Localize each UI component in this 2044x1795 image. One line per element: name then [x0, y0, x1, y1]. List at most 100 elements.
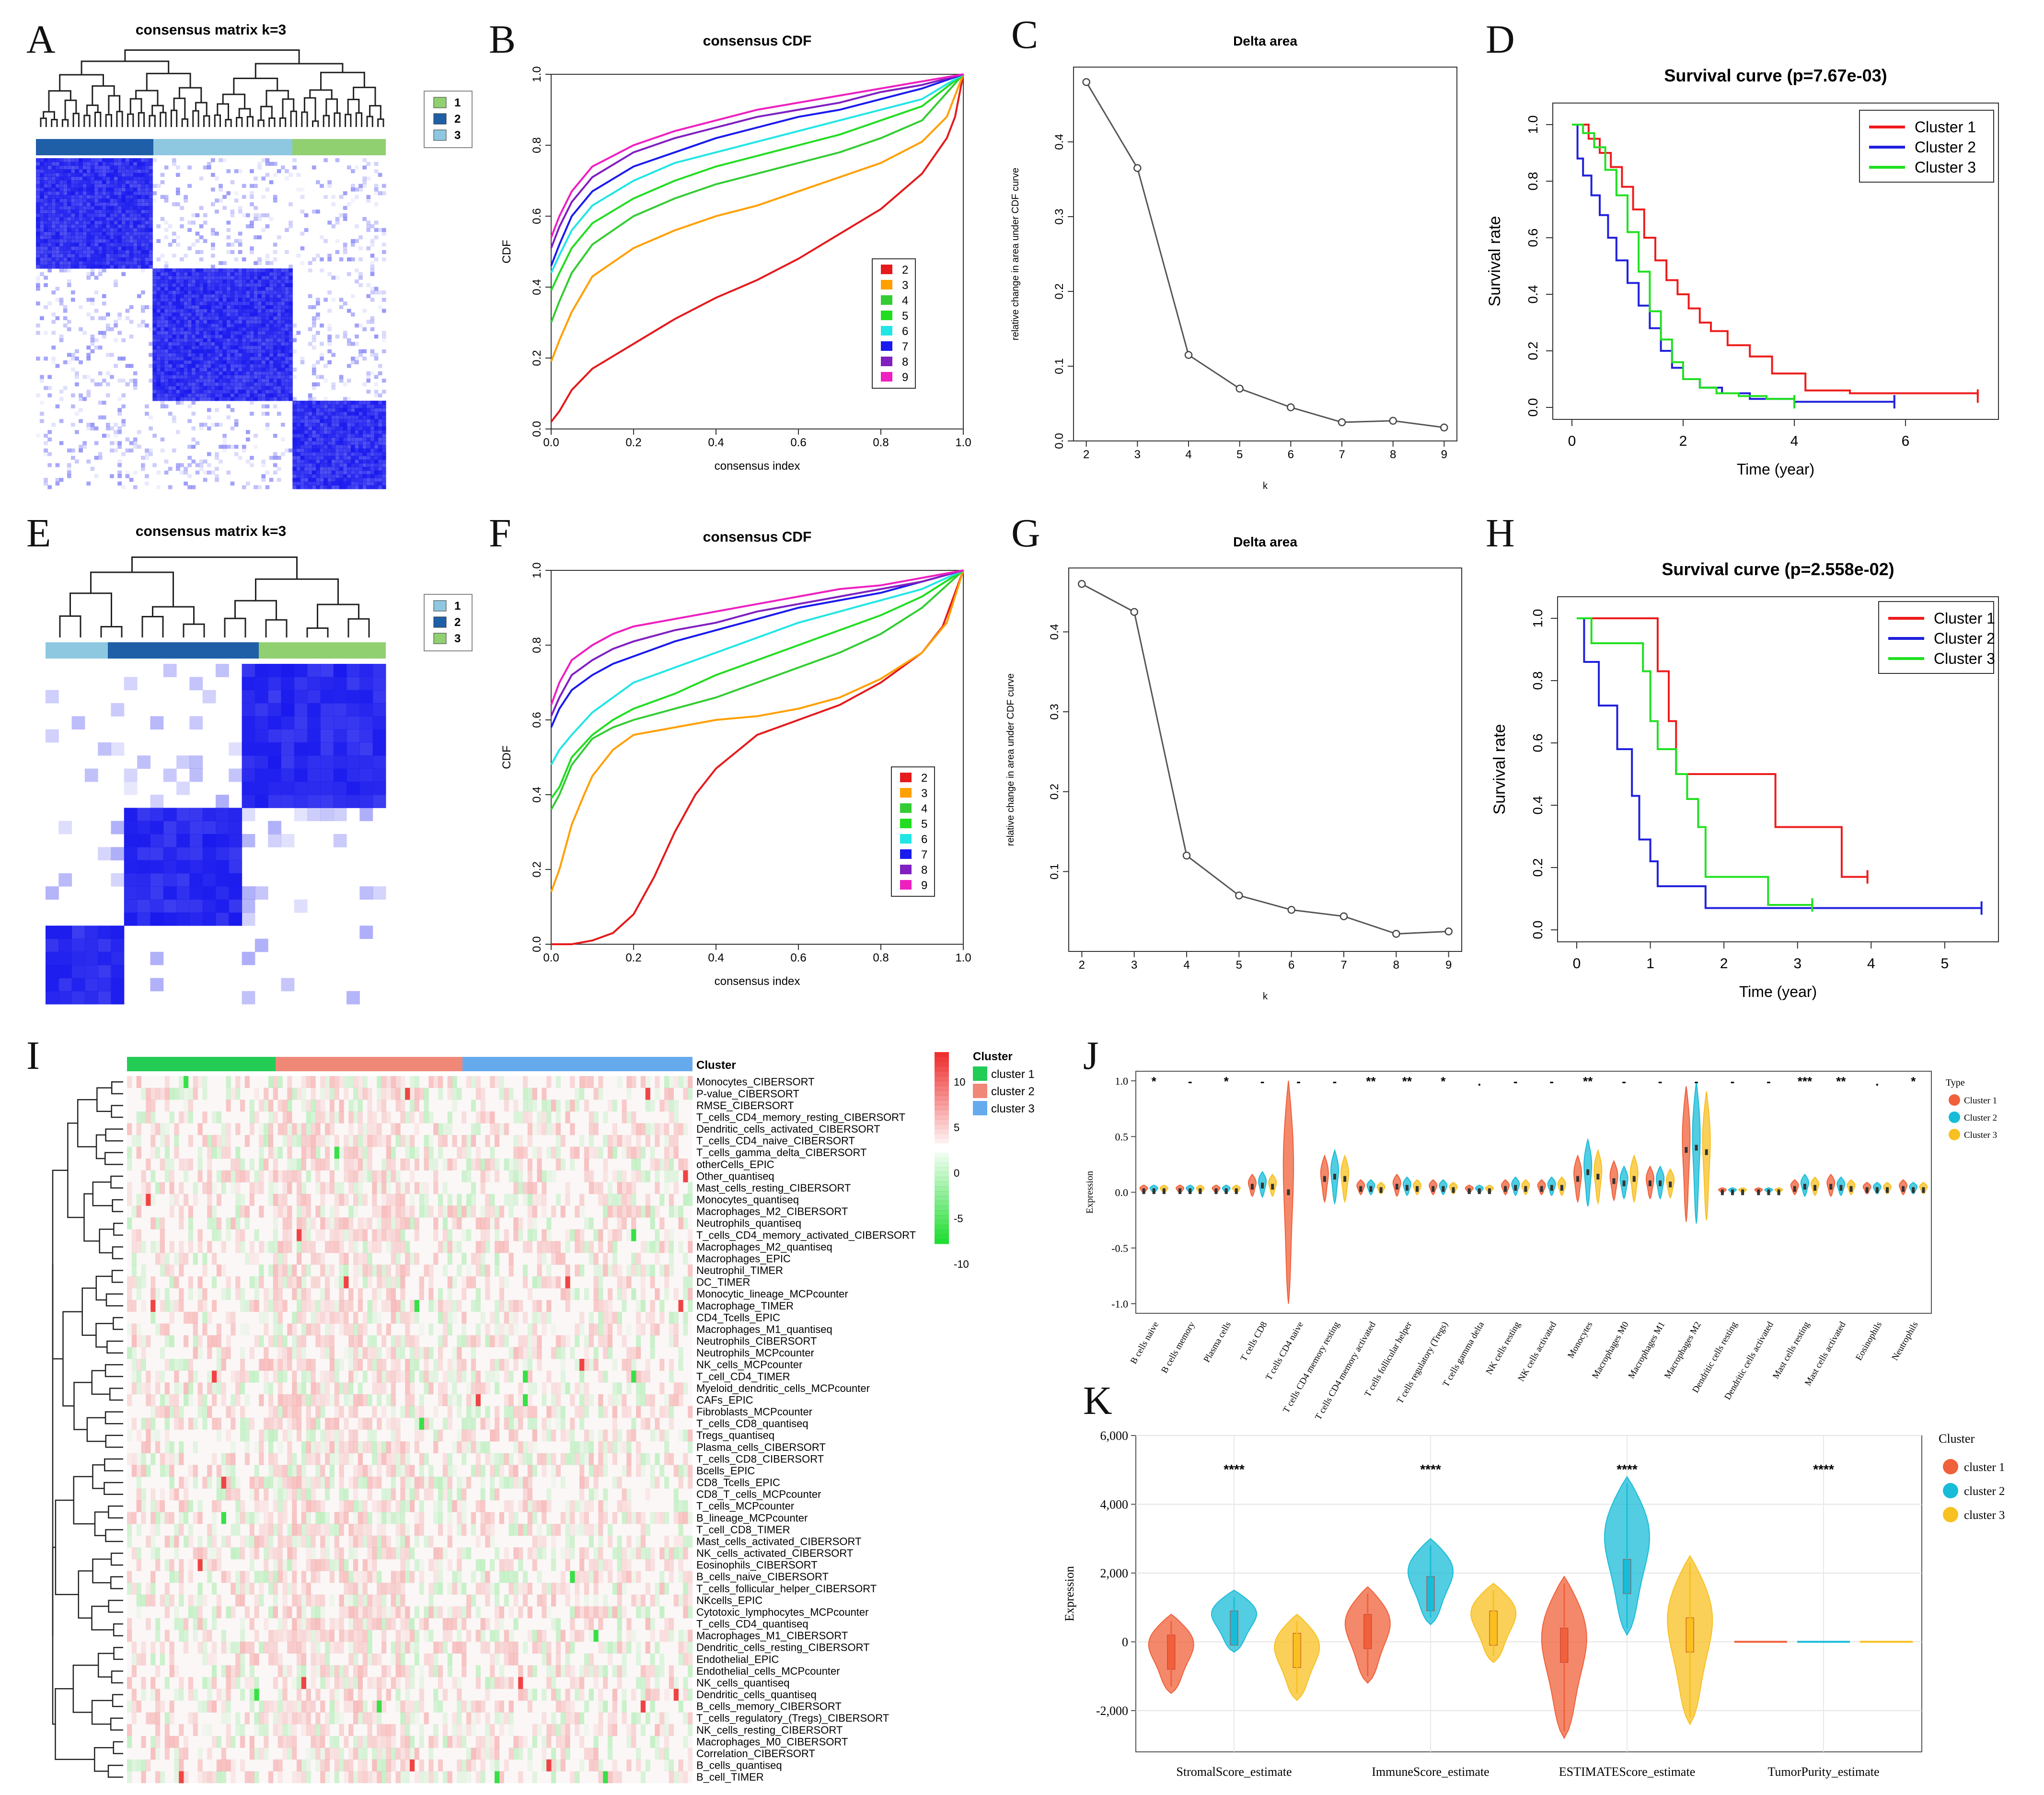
- heatmap-cell: [277, 1170, 283, 1182]
- matrix-cell: [51, 261, 56, 265]
- matrix-cell: [125, 209, 130, 214]
- matrix-cell: [90, 250, 95, 254]
- heatmap-cell: [386, 1135, 391, 1147]
- matrix-cell: [320, 742, 334, 756]
- matrix-cell: [366, 412, 371, 416]
- matrix-cell: [374, 184, 379, 188]
- matrix-cell: [370, 320, 375, 324]
- matrix-cell: [312, 408, 316, 412]
- matrix-cell: [374, 375, 379, 379]
- matrix-cell: [370, 349, 375, 353]
- heatmap-cell: [579, 1088, 585, 1100]
- matrix-cell: [51, 250, 56, 254]
- matrix-cell: [114, 257, 118, 262]
- heatmap-cell: [664, 1170, 670, 1182]
- matrix-cell: [366, 415, 371, 419]
- heatmap-cell: [329, 1123, 335, 1135]
- matrix-cell: [117, 246, 122, 251]
- y-tick-label: 0.8: [531, 637, 543, 653]
- heatmap-cell: [268, 1111, 274, 1123]
- dendrogram-branch: [129, 98, 142, 115]
- matrix-cell: [102, 261, 106, 265]
- matrix-cell: [331, 386, 336, 390]
- heatmap-cell: [626, 1076, 632, 1088]
- matrix-cell: [226, 279, 231, 284]
- heatmap-cell: [485, 1170, 490, 1182]
- matrix-cell: [281, 283, 285, 287]
- matrix-cell: [304, 463, 309, 467]
- matrix-cell: [129, 250, 134, 254]
- matrix-cell: [351, 448, 355, 452]
- heatmap-cell: [174, 1088, 179, 1100]
- matrix-cell: [215, 298, 219, 302]
- matrix-cell: [129, 254, 134, 258]
- heatmap-cell: [226, 1170, 231, 1182]
- matrix-cell: [246, 287, 250, 291]
- matrix-cell: [285, 338, 289, 342]
- matrix-cell: [246, 301, 250, 306]
- matrix-cell: [207, 165, 211, 170]
- heatmap-cell: [391, 1123, 396, 1135]
- heatmap-cell: [377, 1100, 382, 1112]
- matrix-cell: [346, 677, 360, 691]
- matrix-cell: [351, 478, 355, 482]
- matrix-cell: [106, 202, 110, 207]
- matrix-cell: [71, 978, 85, 992]
- matrix-cell: [180, 375, 184, 379]
- matrix-cell: [242, 677, 255, 691]
- matrix-cell: [234, 386, 239, 390]
- matrix-cell: [268, 690, 281, 704]
- matrix-cell: [355, 279, 359, 284]
- matrix-cell: [137, 324, 141, 328]
- matrix-cell: [238, 268, 243, 273]
- matrix-cell: [269, 375, 274, 379]
- matrix-cell: [343, 463, 347, 467]
- matrix-cell: [346, 467, 351, 471]
- matrix-cell: [46, 938, 59, 952]
- matrix-cell: [152, 276, 157, 280]
- matrix-cell: [219, 261, 223, 265]
- matrix-cell: [378, 290, 382, 295]
- matrix-cell: [98, 217, 103, 221]
- matrix-cell: [222, 261, 227, 265]
- matrix-cell: [294, 664, 308, 677]
- heatmap-cell: [235, 1088, 241, 1100]
- matrix-cell: [40, 184, 44, 188]
- matrix-cell: [164, 353, 169, 357]
- matrix-cell: [102, 265, 106, 269]
- matrix-cell: [36, 165, 40, 170]
- matrix-cell: [47, 386, 52, 390]
- matrix-cell: [176, 357, 180, 361]
- heatmap-cell: [608, 1182, 613, 1194]
- matrix-cell: [269, 305, 274, 309]
- matrix-cell: [327, 452, 332, 456]
- matrix-cell: [75, 224, 79, 229]
- matrix-cell: [277, 478, 281, 482]
- matrix-cell: [294, 716, 308, 730]
- matrix-cell: [44, 481, 48, 486]
- matrix-cell: [261, 335, 266, 339]
- matrix-cell: [67, 195, 71, 199]
- y-tick-label: 0.8: [1525, 172, 1540, 191]
- matrix-cell: [187, 272, 192, 276]
- matrix-cell: [234, 375, 239, 379]
- matrix-cell: [242, 184, 246, 188]
- matrix-cell: [44, 276, 48, 280]
- matrix-cell: [203, 283, 208, 287]
- matrix-cell: [44, 202, 48, 207]
- matrix-cell: [180, 386, 184, 390]
- matrix-cell: [273, 283, 277, 287]
- matrix-cell: [355, 430, 359, 434]
- matrix-cell: [320, 478, 324, 482]
- matrix-cell: [203, 459, 208, 463]
- heatmap-cell: [259, 1182, 264, 1194]
- matrix-cell: [339, 213, 344, 218]
- heatmap-cell: [240, 1100, 245, 1112]
- matrix-cell: [63, 198, 68, 203]
- matrix-cell: [176, 397, 180, 401]
- matrix-cell: [71, 298, 75, 302]
- matrix-cell: [180, 268, 184, 273]
- matrix-cell: [149, 415, 153, 419]
- matrix-cell: [254, 360, 258, 364]
- matrix-cell: [362, 452, 367, 456]
